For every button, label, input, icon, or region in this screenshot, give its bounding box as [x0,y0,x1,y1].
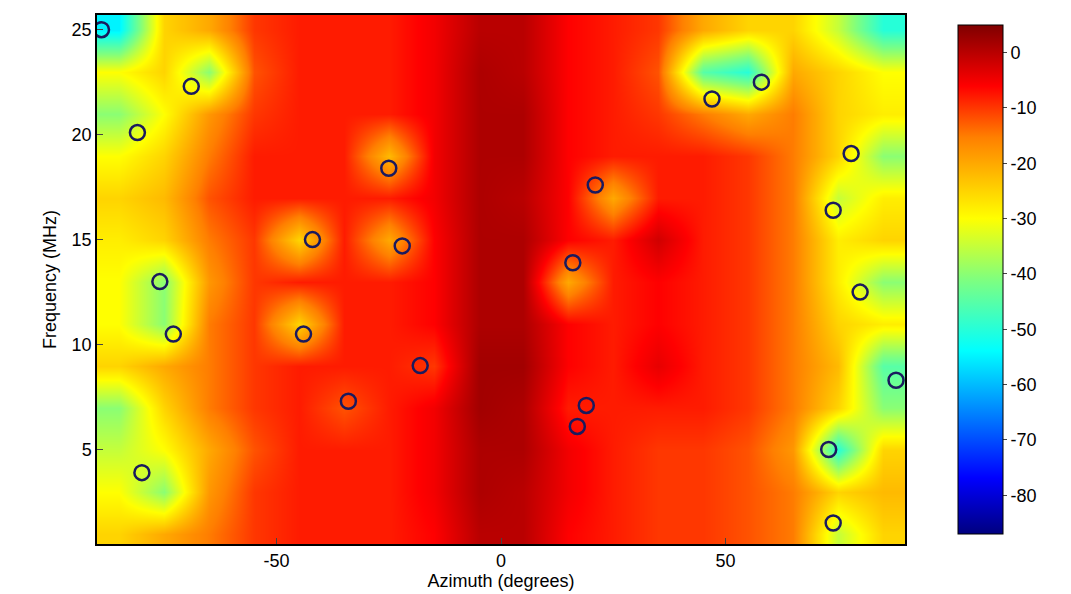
svg-text:-20: -20 [1011,154,1037,174]
svg-text:20: 20 [72,125,92,145]
svg-text:-70: -70 [1011,430,1037,450]
svg-text:25: 25 [72,20,92,40]
svg-text:5: 5 [82,440,92,460]
svg-text:Azimuth (degrees): Azimuth (degrees) [427,571,574,591]
svg-text:15: 15 [72,230,92,250]
svg-text:10: 10 [72,335,92,355]
svg-text:-60: -60 [1011,375,1037,395]
svg-text:-80: -80 [1011,486,1037,506]
svg-text:0: 0 [1011,43,1021,63]
svg-text:0: 0 [496,551,506,571]
svg-text:-10: -10 [1011,98,1037,118]
svg-text:50: 50 [715,551,735,571]
svg-text:-40: -40 [1011,264,1037,284]
svg-text:-50: -50 [264,551,290,571]
svg-text:Frequency (MHz): Frequency (MHz) [40,210,60,349]
svg-text:-50: -50 [1011,320,1037,340]
svg-text:-30: -30 [1011,209,1037,229]
